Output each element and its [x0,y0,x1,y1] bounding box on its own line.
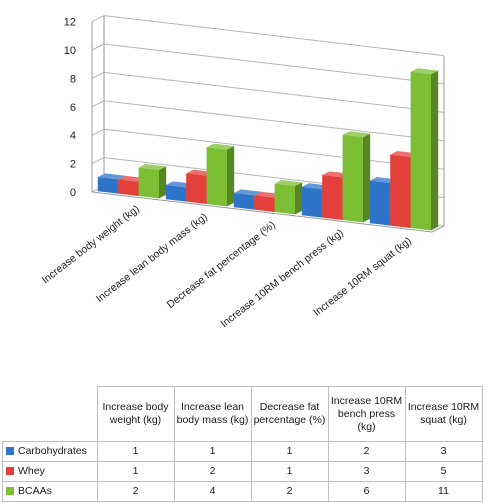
table-cell: 3 [404,441,483,462]
table-cell: 3 [327,461,406,482]
series-label-cell: BCAAs [2,481,98,502]
series-label: BCAAs [18,485,52,497]
gridline [91,100,445,142]
table-header-cell: Decrease fat percentage (%) [250,386,329,442]
table-cell: 1 [96,461,175,482]
table-row: Whey 1 2 1 3 5 [2,461,483,482]
table-cell: 2 [250,481,329,502]
y-tick-label: 4 [70,130,76,142]
x-axis-category-labels: Increase body weight (kg) Increase lean … [40,203,414,330]
y-tick-label: 6 [70,102,76,114]
bars [97,68,439,231]
bar-front-face [274,183,295,215]
bar-front-face [410,71,431,231]
bar-side-face [227,146,235,207]
bar-top-face [97,173,126,180]
y-tick-label: 2 [70,159,76,171]
table-cell: 1 [250,461,329,482]
bar-front-face [254,195,275,212]
table-header-row: Increase body weight (kg) Increase lean … [2,386,483,442]
bar-bcaas-3 [274,180,303,215]
table-header-cell: Increase 10RM squat (kg) [404,386,483,442]
bar-front-face [97,177,119,194]
bar-top-face [342,131,371,138]
bar-front-face [165,185,187,202]
bar-front-face [342,134,363,223]
bar-front-face [233,193,255,210]
bar-bcaas-2 [206,143,235,207]
table-header-cell: Increase lean body mass (kg) [173,386,252,442]
bar-front-face [118,179,139,196]
table-cell: 1 [96,441,175,462]
table-corner-cell [2,386,98,442]
series-label: Whey [18,465,45,477]
y-tick-label: 8 [70,73,76,85]
bar-bcaas-4 [342,131,371,223]
bar-top-face [206,143,235,150]
bar-front-face [322,175,343,220]
bar-top-face [138,164,167,170]
carbohydrates-legend-swatch [6,447,14,455]
table-header-cell: Increase 10RM bench press (kg) [327,386,406,442]
bar-side-face [363,133,371,223]
bar-front-face [369,180,391,226]
table-cell: 1 [173,441,252,462]
bar-front-face [206,147,227,207]
y-tick-label: 12 [64,17,76,29]
floor-edge [91,191,445,233]
bar-top-face [410,68,439,75]
x-category-label: Increase 10RM bench press (kg) [218,227,345,330]
series-label-cell: Whey [2,461,98,482]
series-label-cell: Carbohydrates [2,441,98,462]
y-axis-tick-labels: 0 2 4 6 8 10 12 [64,17,76,199]
bar-front-face [186,173,207,204]
table-cell: 5 [404,461,483,482]
series-label: Carbohydrates [18,445,87,457]
table-cell: 2 [173,461,252,482]
gridline [91,15,445,57]
gridline [91,71,445,113]
table-cell: 11 [404,481,483,502]
bar-top-face [233,189,262,196]
bar-top-face [274,180,303,186]
bcaas-legend-swatch [6,487,14,495]
bar-front-face [301,186,323,218]
gridline [91,43,445,85]
gridlines [91,15,445,233]
y-tick-label: 10 [64,45,76,57]
table-cell: 1 [250,441,329,462]
table-row: Carbohydrates 1 1 1 2 3 [2,441,483,462]
bar-side-face [295,182,303,215]
bar-bcaas-1 [138,164,167,199]
table-cell: 2 [96,481,175,502]
table-cell: 2 [327,441,406,462]
table-row: BCAAs 2 4 2 6 11 [2,481,483,502]
table-header-cell: Increase body weight (kg) [96,386,175,442]
y-tick-label: 0 [70,187,76,199]
bar-side-face [159,166,167,199]
bar-side-face [431,70,439,231]
bar-bcaas-5 [410,68,439,231]
whey-legend-swatch [6,467,14,475]
table-cell: 6 [327,481,406,502]
table-cell: 4 [173,481,252,502]
chart-plot: 0 2 4 6 8 10 12 Increase body weight (kg… [40,15,445,330]
data-table: Increase body weight (kg) Increase lean … [2,386,483,502]
bar-front-face [390,154,411,228]
bar-front-face [138,167,159,199]
